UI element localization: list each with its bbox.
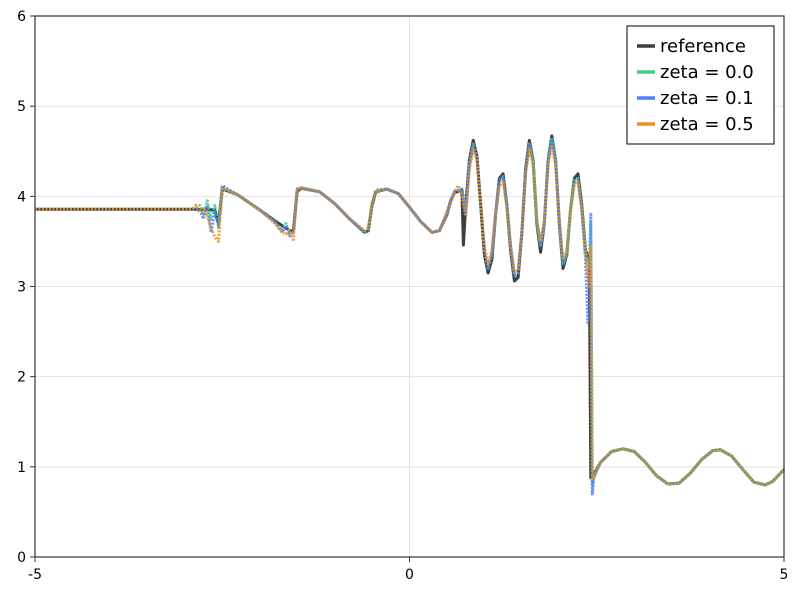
series-line-3 [35, 145, 786, 487]
legend-label: zeta = 0.5 [660, 114, 754, 135]
series-lines [35, 134, 786, 496]
y-tick-label: 0 [17, 550, 26, 566]
y-tick-label: 6 [17, 9, 26, 25]
y-tick-label: 5 [17, 99, 26, 115]
x-tick-label: 5 [780, 567, 789, 583]
x-tick-label: 0 [405, 567, 414, 583]
legend-label: zeta = 0.0 [660, 62, 754, 83]
legend: reference zeta = 0.0 zeta = 0.1 zeta = 0.5 [626, 25, 775, 145]
legend-label: reference [660, 36, 746, 57]
y-tick-label: 4 [17, 189, 26, 205]
y-tick-label: 2 [17, 370, 26, 386]
y-tick-label: 3 [17, 280, 26, 296]
y-tick-label: 1 [17, 460, 26, 476]
legend-label: zeta = 0.1 [660, 88, 754, 109]
x-tick-label: -5 [28, 567, 42, 583]
